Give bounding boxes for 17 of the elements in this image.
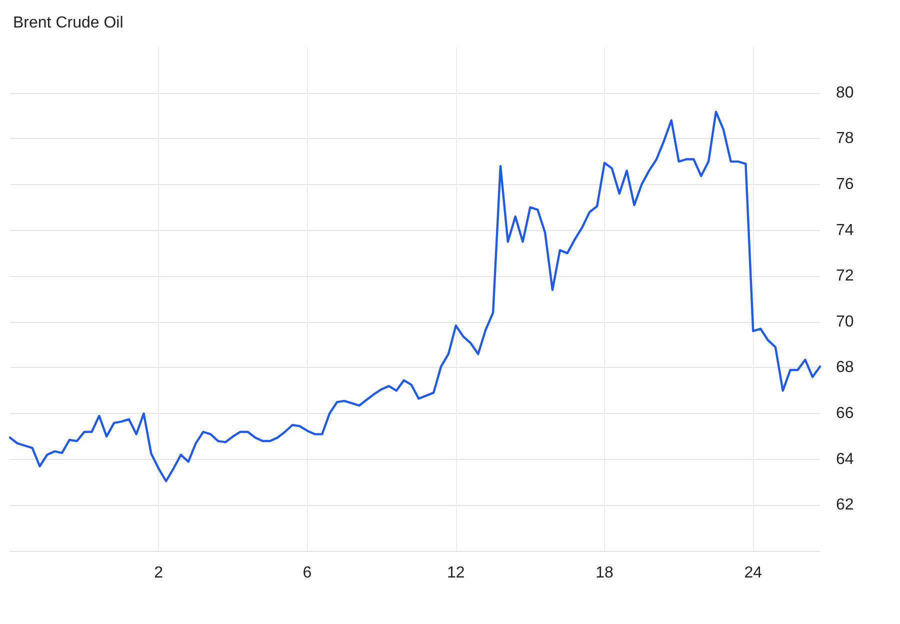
x-tick-label: 2 xyxy=(154,564,164,582)
y-tick-label: 74 xyxy=(836,222,854,239)
y-tick-label: 80 xyxy=(836,84,854,102)
x-tick-label: 24 xyxy=(744,564,762,582)
y-tick-label: 68 xyxy=(836,359,854,376)
y-tick-label: 76 xyxy=(836,176,854,193)
y-tick-label: 62 xyxy=(836,496,854,514)
y-tick-label: 70 xyxy=(836,313,854,330)
x-tick-label: 12 xyxy=(446,564,465,582)
x-tick-label: 6 xyxy=(302,564,312,582)
y-tick-label: 64 xyxy=(836,450,854,468)
y-tick-label: 72 xyxy=(836,268,854,285)
y-tick-label: 66 xyxy=(836,405,854,422)
chart-title: Brent Crude Oil xyxy=(13,14,124,32)
x-tick-label: 18 xyxy=(596,564,614,582)
line-series xyxy=(8,110,822,482)
y-tick-label: 78 xyxy=(836,130,854,148)
